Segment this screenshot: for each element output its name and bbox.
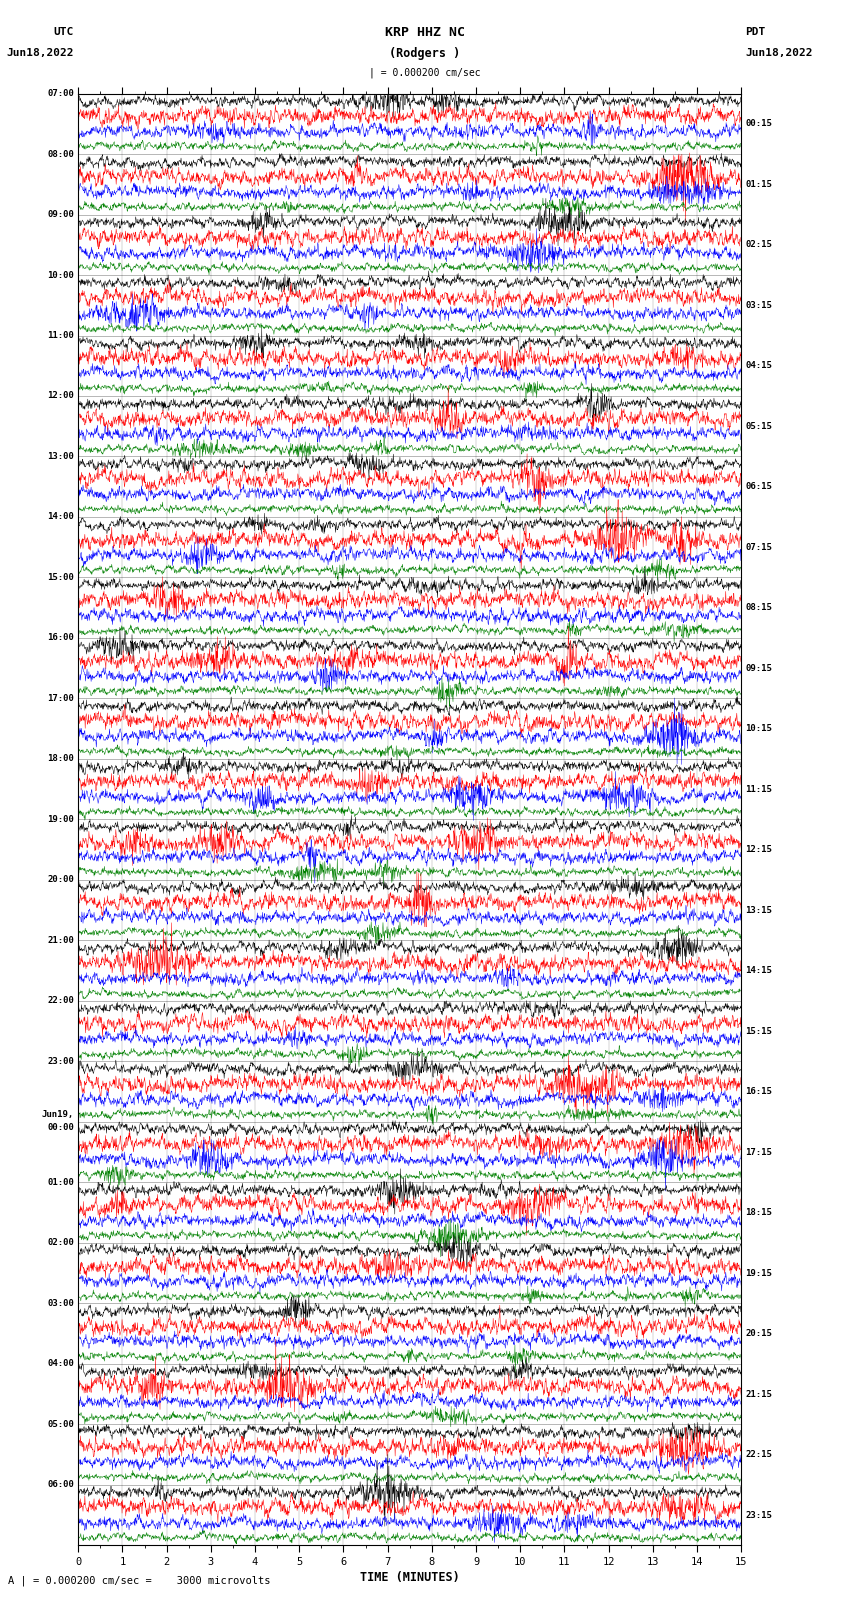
Text: 18:00: 18:00 xyxy=(47,755,74,763)
Text: 13:15: 13:15 xyxy=(745,905,773,915)
Text: 22:00: 22:00 xyxy=(47,997,74,1005)
Text: 19:15: 19:15 xyxy=(745,1268,773,1277)
Text: 17:00: 17:00 xyxy=(47,694,74,703)
Text: 01:15: 01:15 xyxy=(745,179,773,189)
Text: 02:00: 02:00 xyxy=(47,1239,74,1247)
Text: | = 0.000200 cm/sec: | = 0.000200 cm/sec xyxy=(369,68,481,77)
Text: 09:15: 09:15 xyxy=(745,663,773,673)
Text: (Rodgers ): (Rodgers ) xyxy=(389,47,461,60)
Text: 18:15: 18:15 xyxy=(745,1208,773,1218)
Text: UTC: UTC xyxy=(54,27,74,37)
Text: 21:00: 21:00 xyxy=(47,936,74,945)
Text: 10:15: 10:15 xyxy=(745,724,773,734)
Text: 03:00: 03:00 xyxy=(47,1298,74,1308)
Text: 00:15: 00:15 xyxy=(745,119,773,129)
Text: 05:15: 05:15 xyxy=(745,421,773,431)
Text: 15:00: 15:00 xyxy=(47,573,74,582)
Text: Jun19,: Jun19, xyxy=(42,1110,74,1119)
X-axis label: TIME (MINUTES): TIME (MINUTES) xyxy=(360,1571,460,1584)
Text: 14:15: 14:15 xyxy=(745,966,773,976)
Text: PDT: PDT xyxy=(745,27,766,37)
Text: 03:15: 03:15 xyxy=(745,300,773,310)
Text: 19:00: 19:00 xyxy=(47,815,74,824)
Text: A | = 0.000200 cm/sec =    3000 microvolts: A | = 0.000200 cm/sec = 3000 microvolts xyxy=(8,1576,271,1586)
Text: 09:00: 09:00 xyxy=(47,210,74,219)
Text: 14:00: 14:00 xyxy=(47,513,74,521)
Text: 23:00: 23:00 xyxy=(47,1057,74,1066)
Text: 11:00: 11:00 xyxy=(47,331,74,340)
Text: 17:15: 17:15 xyxy=(745,1147,773,1157)
Text: 02:15: 02:15 xyxy=(745,240,773,250)
Text: 08:00: 08:00 xyxy=(47,150,74,158)
Text: 10:00: 10:00 xyxy=(47,271,74,279)
Text: 01:00: 01:00 xyxy=(47,1177,74,1187)
Text: Jun18,2022: Jun18,2022 xyxy=(7,48,74,58)
Text: 12:00: 12:00 xyxy=(47,392,74,400)
Text: 16:15: 16:15 xyxy=(745,1087,773,1097)
Text: 08:15: 08:15 xyxy=(745,603,773,613)
Text: 13:00: 13:00 xyxy=(47,452,74,461)
Text: Jun18,2022: Jun18,2022 xyxy=(745,48,813,58)
Text: 06:15: 06:15 xyxy=(745,482,773,492)
Text: 07:15: 07:15 xyxy=(745,542,773,552)
Text: 20:15: 20:15 xyxy=(745,1329,773,1339)
Text: 05:00: 05:00 xyxy=(47,1419,74,1429)
Text: 23:15: 23:15 xyxy=(745,1510,773,1519)
Text: 04:00: 04:00 xyxy=(47,1360,74,1368)
Text: 04:15: 04:15 xyxy=(745,361,773,371)
Text: 00:00: 00:00 xyxy=(47,1123,74,1132)
Text: KRP HHZ NC: KRP HHZ NC xyxy=(385,26,465,39)
Text: 21:15: 21:15 xyxy=(745,1389,773,1398)
Text: 12:15: 12:15 xyxy=(745,845,773,855)
Text: 11:15: 11:15 xyxy=(745,784,773,794)
Text: 16:00: 16:00 xyxy=(47,634,74,642)
Text: 22:15: 22:15 xyxy=(745,1450,773,1460)
Text: 15:15: 15:15 xyxy=(745,1026,773,1036)
Text: 20:00: 20:00 xyxy=(47,876,74,884)
Text: 07:00: 07:00 xyxy=(47,89,74,98)
Text: 06:00: 06:00 xyxy=(47,1481,74,1489)
